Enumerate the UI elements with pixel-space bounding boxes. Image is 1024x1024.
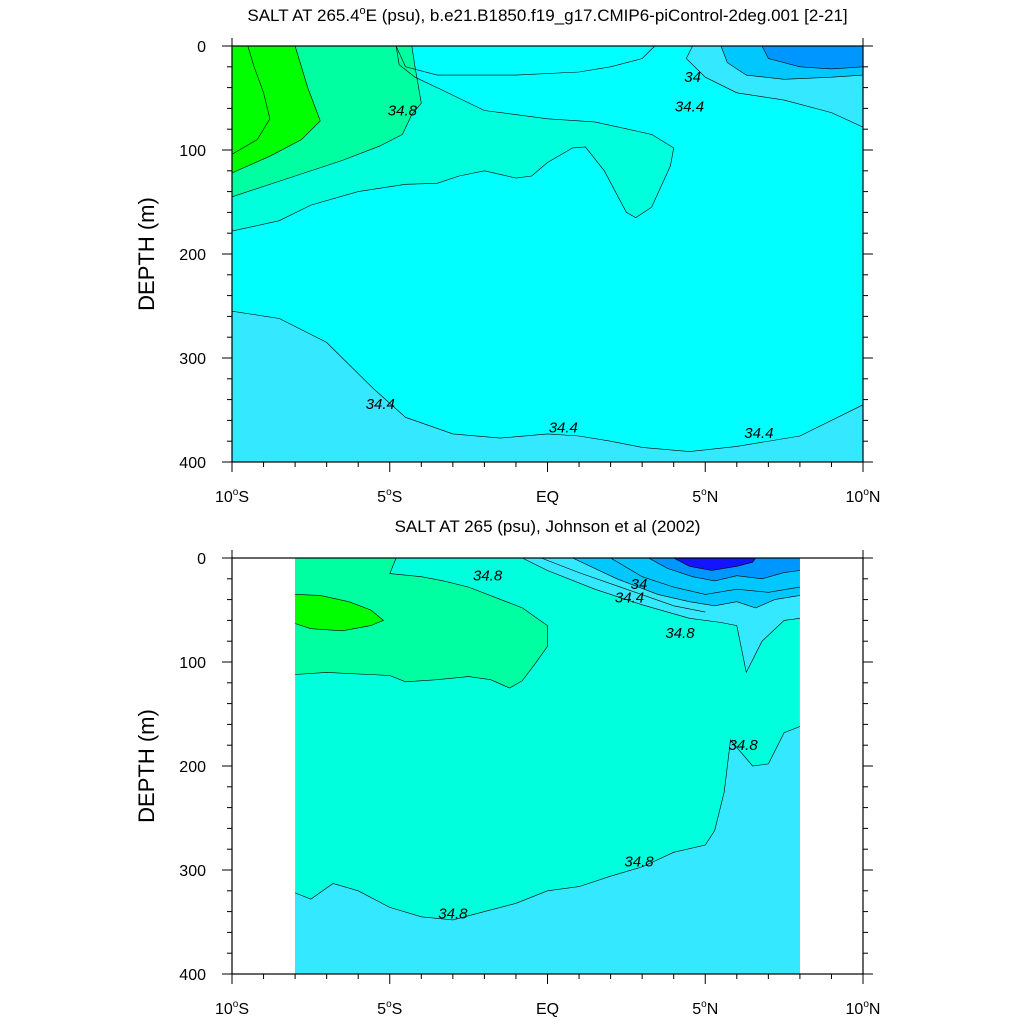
contour-line bbox=[231, 45, 271, 155]
contour-line bbox=[720, 45, 864, 80]
contour-line bbox=[395, 45, 656, 76]
contour-line bbox=[541, 557, 706, 613]
y-tick-label: 400 bbox=[179, 455, 206, 472]
contour-label: 34.8 bbox=[388, 103, 418, 120]
contour-line bbox=[572, 557, 800, 609]
contour-label: 34.4 bbox=[744, 425, 773, 442]
region-35-0 bbox=[295, 594, 384, 631]
x-tick-label: 5oN bbox=[692, 999, 718, 1018]
y-axis-label: DEPTH (m) bbox=[134, 197, 159, 311]
y-tick-label: 200 bbox=[179, 759, 206, 776]
contour-line bbox=[610, 557, 800, 595]
contour-label: 34.4 bbox=[366, 396, 395, 413]
contour-label: 34.8 bbox=[624, 854, 654, 871]
contour-label: 34.8 bbox=[438, 906, 468, 923]
x-tick-label: EQ bbox=[536, 489, 559, 506]
contour-line bbox=[294, 726, 801, 921]
y-axis-label: DEPTH (m) bbox=[134, 709, 159, 823]
top-panel: 34.8 34 34.4 34.4 34.4 34.4 0 100 200 300 400 10oS 5… bbox=[134, 5, 880, 506]
y-tick-label: 100 bbox=[179, 655, 206, 672]
y-tick-label: 400 bbox=[179, 967, 206, 984]
region-34-4 bbox=[295, 726, 800, 974]
y-tick-label: 200 bbox=[179, 247, 206, 264]
contour-label: 34.8 bbox=[665, 625, 695, 642]
contour-line bbox=[295, 557, 548, 689]
contour-label: 34 bbox=[631, 576, 648, 593]
contour-line bbox=[295, 594, 384, 632]
x-tick-label: 5oS bbox=[377, 487, 402, 506]
y-tick-label: 0 bbox=[197, 39, 206, 56]
contour-label: 34.8 bbox=[728, 737, 758, 754]
chart-title: SALT AT 265 (psu), Johnson et al (2002) bbox=[395, 517, 701, 536]
contour-line bbox=[231, 45, 675, 232]
x-tick-label: 5oS bbox=[377, 999, 402, 1018]
contour-line bbox=[522, 557, 800, 674]
contour-line bbox=[673, 557, 756, 571]
contour-label: 34.8 bbox=[473, 568, 503, 585]
contour-line bbox=[761, 45, 864, 70]
contour-label: 34.4 bbox=[675, 98, 704, 115]
salinity-fills bbox=[232, 46, 863, 462]
y-tick-label: 100 bbox=[179, 143, 206, 160]
x-tick-label: 10oN bbox=[846, 487, 881, 506]
region-33-2 bbox=[673, 558, 756, 571]
contour-lines bbox=[294, 557, 801, 921]
x-tick-label: 10oN bbox=[846, 999, 881, 1018]
contour-label: 34 bbox=[684, 69, 701, 86]
x-tick-label: 10oS bbox=[215, 487, 249, 506]
contour-lines bbox=[231, 45, 864, 452]
contour-label: 34.4 bbox=[549, 420, 578, 437]
contour-line bbox=[231, 45, 422, 198]
contour-line bbox=[231, 45, 321, 174]
contour-label: 34.4 bbox=[615, 590, 644, 607]
region-34-2 bbox=[232, 311, 863, 462]
x-tick-label: 5oN bbox=[692, 487, 718, 506]
contour-line bbox=[685, 45, 864, 128]
contour-line bbox=[231, 310, 864, 452]
x-tick-label: EQ bbox=[536, 1001, 559, 1018]
salinity-fills bbox=[295, 558, 800, 974]
y-tick-label: 300 bbox=[179, 351, 206, 368]
x-tick-label: 10oS bbox=[215, 999, 249, 1018]
contour-line bbox=[648, 557, 800, 582]
chart-title: SALT AT 265.4oE (psu), b.e21.B1850.f19_g… bbox=[247, 5, 847, 25]
y-tick-label: 300 bbox=[179, 863, 206, 880]
y-tick-label: 0 bbox=[197, 551, 206, 568]
region-34-8 bbox=[295, 558, 548, 688]
